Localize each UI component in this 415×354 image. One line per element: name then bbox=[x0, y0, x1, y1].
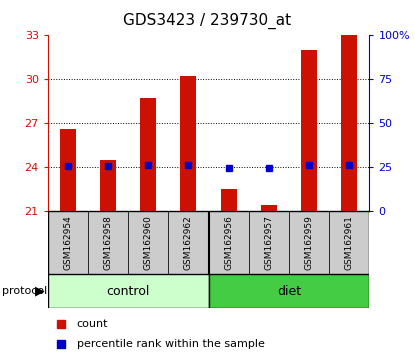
Text: control: control bbox=[106, 285, 150, 298]
Text: GSM162957: GSM162957 bbox=[264, 215, 273, 270]
Bar bbox=[60, 129, 76, 211]
Text: ▶: ▶ bbox=[35, 285, 45, 297]
Text: protocol: protocol bbox=[2, 286, 47, 296]
Text: GSM162960: GSM162960 bbox=[144, 215, 153, 270]
Bar bbox=[341, 34, 357, 211]
Text: GDS3423 / 239730_at: GDS3423 / 239730_at bbox=[123, 12, 292, 29]
Text: GSM162958: GSM162958 bbox=[103, 215, 112, 270]
Text: diet: diet bbox=[277, 285, 301, 298]
Bar bbox=[221, 189, 237, 211]
Bar bbox=[88, 211, 128, 274]
Bar bbox=[48, 211, 88, 274]
Text: percentile rank within the sample: percentile rank within the sample bbox=[77, 339, 264, 349]
Bar bbox=[261, 205, 277, 211]
Bar bbox=[140, 98, 156, 211]
Text: GSM162962: GSM162962 bbox=[184, 215, 193, 270]
Bar bbox=[181, 76, 196, 211]
Bar bbox=[249, 211, 289, 274]
Bar bbox=[301, 50, 317, 211]
Bar bbox=[168, 211, 209, 274]
Bar bbox=[128, 211, 168, 274]
Text: count: count bbox=[77, 319, 108, 329]
Bar bbox=[48, 274, 209, 308]
Bar bbox=[209, 211, 249, 274]
Bar bbox=[289, 211, 329, 274]
Bar bbox=[329, 211, 369, 274]
Text: GSM162954: GSM162954 bbox=[63, 215, 72, 270]
Bar bbox=[100, 160, 116, 211]
Text: GSM162956: GSM162956 bbox=[224, 215, 233, 270]
Text: GSM162959: GSM162959 bbox=[305, 215, 314, 270]
Text: GSM162961: GSM162961 bbox=[345, 215, 354, 270]
Bar bbox=[209, 274, 369, 308]
